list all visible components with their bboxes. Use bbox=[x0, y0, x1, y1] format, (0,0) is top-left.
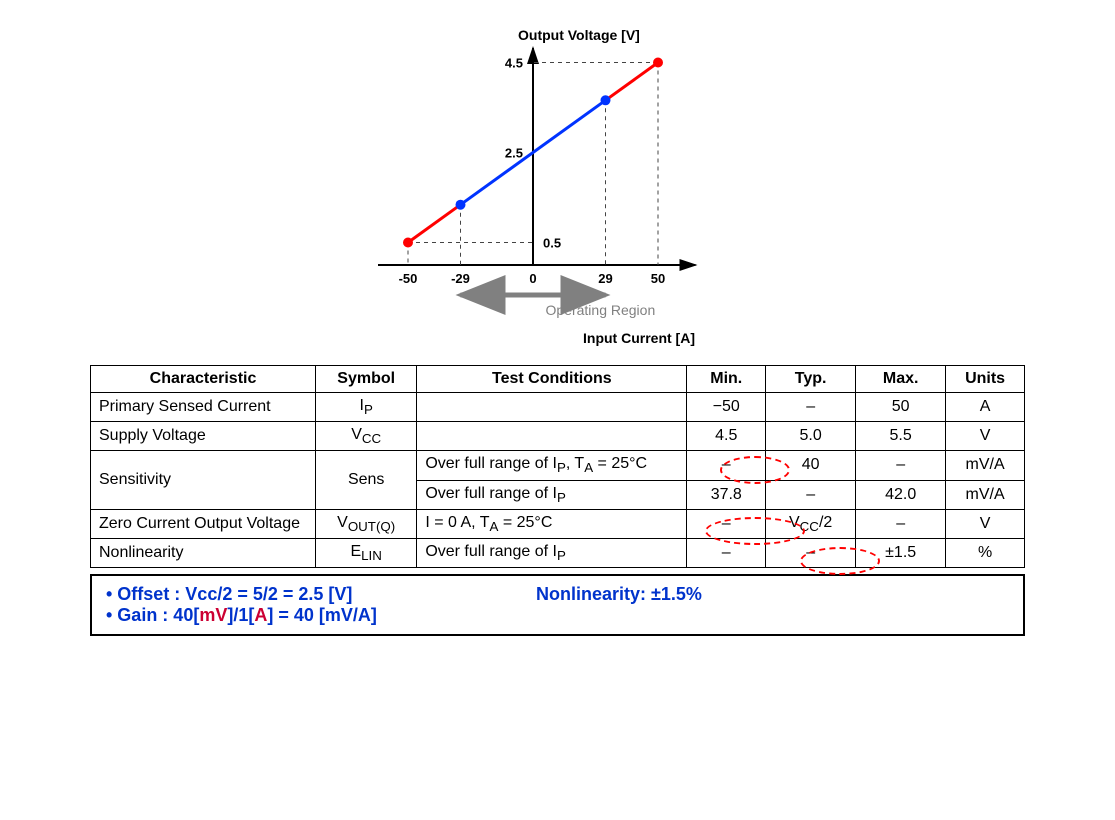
characteristic-cell: Primary Sensed Current bbox=[91, 393, 316, 422]
min-cell: 37.8 bbox=[687, 480, 766, 509]
symbol-cell: IP bbox=[316, 393, 417, 422]
min-cell: 4.5 bbox=[687, 422, 766, 451]
units-cell: V bbox=[946, 509, 1025, 538]
svg-text:4.5: 4.5 bbox=[504, 56, 522, 71]
col-header: Test Conditions bbox=[417, 366, 687, 393]
svg-text:0.5: 0.5 bbox=[543, 236, 561, 251]
units-cell: A bbox=[946, 393, 1025, 422]
svg-text:-29: -29 bbox=[451, 271, 470, 286]
table-row: Supply VoltageVCC 4.55.05.5V bbox=[91, 422, 1025, 451]
gain-note: • Gain : 40[mV]/1[A] = 40 [mV/A] bbox=[106, 605, 1009, 626]
characteristic-cell: Supply Voltage bbox=[91, 422, 316, 451]
col-header: Max. bbox=[856, 366, 946, 393]
min-cell: – bbox=[687, 451, 766, 480]
units-cell: mV/A bbox=[946, 451, 1025, 480]
max-cell: 42.0 bbox=[856, 480, 946, 509]
cond-cell: Over full range of IP, TA = 25°C bbox=[417, 451, 687, 480]
transfer-function-chart: Output Voltage [V] 0.5 2.5 4.5 -50 -29 0 29 50 Op… bbox=[333, 20, 783, 350]
svg-text:29: 29 bbox=[598, 271, 612, 286]
typ-cell: – bbox=[766, 480, 856, 509]
symbol-cell: VCC bbox=[316, 422, 417, 451]
units-cell: % bbox=[946, 538, 1025, 567]
cond-cell: Over full range of IP bbox=[417, 480, 687, 509]
cond-cell bbox=[417, 393, 687, 422]
units-cell: V bbox=[946, 422, 1025, 451]
max-cell: 5.5 bbox=[856, 422, 946, 451]
col-header: Units bbox=[946, 366, 1025, 393]
table-row: NonlinearityELINOver full range of IP––±… bbox=[91, 538, 1025, 567]
max-cell: – bbox=[856, 451, 946, 480]
min-cell: – bbox=[687, 538, 766, 567]
col-header: Min. bbox=[687, 366, 766, 393]
svg-text:-50: -50 bbox=[398, 271, 417, 286]
max-cell: ±1.5 bbox=[856, 538, 946, 567]
typ-cell: – bbox=[766, 538, 856, 567]
symbol-cell: ELIN bbox=[316, 538, 417, 567]
chart-svg: Output Voltage [V] 0.5 2.5 4.5 -50 -29 0 29 50 Op… bbox=[333, 20, 783, 350]
characteristic-cell: Nonlinearity bbox=[91, 538, 316, 567]
svg-text:Operating Region: Operating Region bbox=[545, 302, 655, 318]
table-row: SensitivitySensOver full range of IP, TA… bbox=[91, 451, 1025, 480]
col-header: Typ. bbox=[766, 366, 856, 393]
typ-cell: VCC/2 bbox=[766, 509, 856, 538]
table-row: Zero Current Output VoltageVOUT(Q)I = 0 … bbox=[91, 509, 1025, 538]
offset-note: • Offset : Vcc/2 = 5/2 = 2.5 [V] bbox=[106, 584, 536, 605]
characteristics-table-wrap: CharacteristicSymbolTest ConditionsMin.T… bbox=[90, 365, 1025, 568]
typ-cell: 40 bbox=[766, 451, 856, 480]
units-cell: mV/A bbox=[946, 480, 1025, 509]
col-header: Characteristic bbox=[91, 366, 316, 393]
cond-cell: I = 0 A, TA = 25°C bbox=[417, 509, 687, 538]
nonlinearity-note: Nonlinearity: ±1.5% bbox=[536, 584, 702, 605]
cond-cell: Over full range of IP bbox=[417, 538, 687, 567]
max-cell: 50 bbox=[856, 393, 946, 422]
svg-text:50: 50 bbox=[650, 271, 664, 286]
characteristics-table: CharacteristicSymbolTest ConditionsMin.T… bbox=[90, 365, 1025, 568]
svg-text:0: 0 bbox=[529, 271, 536, 286]
max-cell: – bbox=[856, 509, 946, 538]
characteristic-cell: Sensitivity bbox=[91, 451, 316, 509]
min-cell: −50 bbox=[687, 393, 766, 422]
table-row: Primary Sensed CurrentIP −50–50A bbox=[91, 393, 1025, 422]
typ-cell: – bbox=[766, 393, 856, 422]
symbol-cell: VOUT(Q) bbox=[316, 509, 417, 538]
min-cell: – bbox=[687, 509, 766, 538]
svg-text:Input Current [A]: Input Current [A] bbox=[583, 330, 695, 346]
svg-text:2.5: 2.5 bbox=[504, 146, 522, 161]
col-header: Symbol bbox=[316, 366, 417, 393]
cond-cell bbox=[417, 422, 687, 451]
characteristic-cell: Zero Current Output Voltage bbox=[91, 509, 316, 538]
summary-box: • Offset : Vcc/2 = 5/2 = 2.5 [V] Nonline… bbox=[90, 574, 1025, 636]
typ-cell: 5.0 bbox=[766, 422, 856, 451]
symbol-cell: Sens bbox=[316, 451, 417, 509]
svg-text:Output Voltage [V]: Output Voltage [V] bbox=[518, 27, 640, 43]
